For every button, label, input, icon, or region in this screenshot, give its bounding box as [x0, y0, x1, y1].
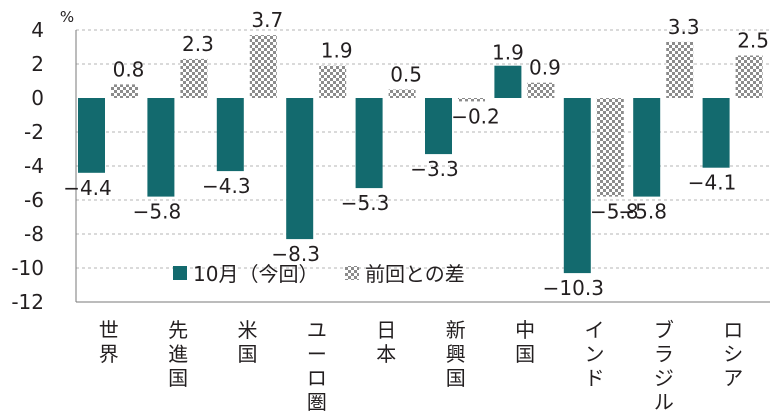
bar-series-2 — [666, 41, 694, 98]
category-label: ユーロ圏 — [307, 318, 327, 414]
data-label-series-1: −5.8 — [618, 200, 667, 224]
bar-series-1 — [633, 98, 661, 197]
data-label-series-2: 3.3 — [668, 15, 700, 39]
data-label-series-1: 1.9 — [492, 41, 524, 65]
bar-series-2 — [596, 98, 624, 197]
category-labels: 世界 先進国 米国 ユーロ圏 日本 新興国 中国 インド ブラジル ロシア — [99, 318, 744, 414]
category-label: 新興国 — [446, 318, 466, 390]
y-axis: 4 2 0 -2 -4 -6 -8 -10 -12 — [11, 18, 770, 314]
bar-series-1 — [78, 98, 105, 173]
data-label-series-1: −4.4 — [63, 176, 112, 200]
y-tick-label: -2 — [24, 120, 44, 144]
y-unit-label: % — [60, 8, 74, 26]
data-label-series-1: −5.3 — [341, 191, 390, 215]
data-label-series-1: −3.3 — [410, 157, 459, 181]
data-label-series-1: −4.3 — [202, 174, 251, 198]
bar-series-2 — [388, 89, 416, 98]
category-label: 米国 — [238, 318, 258, 366]
y-tick-label: -4 — [24, 154, 44, 178]
data-label-series-1: −8.3 — [271, 242, 320, 266]
category-label: インド — [585, 318, 605, 390]
category-label: 先進国 — [168, 318, 188, 390]
legend-label-series-1: 10月（今回） — [193, 262, 318, 286]
data-label-series-2: 2.5 — [737, 29, 769, 53]
legend: 10月（今回） 前回との差 — [173, 262, 465, 286]
category-label: 世界 — [99, 318, 119, 366]
legend-swatch-series-1 — [173, 266, 187, 280]
y-tick-label: 2 — [31, 52, 44, 76]
bar-series-1 — [355, 98, 383, 189]
legend-label-series-2: 前回との差 — [365, 262, 465, 286]
data-label-series-1: −10.3 — [543, 276, 604, 300]
data-label-series-2: 0.8 — [113, 57, 145, 81]
data-label-series-2: 1.9 — [321, 39, 353, 63]
data-label-series-2: 0.9 — [529, 56, 561, 80]
data-labels: −4.4 0.8 −5.8 2.3 −4.3 3.7 −8.3 1.9 −5.3 0.5 −3.3 −… — [63, 8, 769, 300]
bars — [78, 35, 763, 274]
category-label: 日本 — [376, 318, 396, 366]
y-tick-label: -10 — [11, 256, 44, 280]
bar-series-2 — [249, 35, 277, 98]
bar-series-2 — [527, 82, 555, 98]
data-label-series-1: −4.1 — [688, 171, 737, 195]
bar-series-2 — [319, 65, 347, 98]
bar-series-2 — [735, 55, 763, 98]
data-label-series-1: −5.8 — [133, 200, 182, 224]
y-tick-label: 0 — [31, 86, 44, 110]
bar-series-1 — [147, 98, 175, 197]
bar-series-2 — [180, 58, 208, 98]
bar-series-2 — [458, 98, 485, 102]
data-label-series-2: −0.2 — [451, 104, 500, 128]
y-tick-label: 4 — [31, 18, 44, 42]
legend-swatch-series-2 — [345, 266, 359, 280]
category-label: 中国 — [515, 318, 535, 366]
gridlines — [76, 29, 770, 269]
bar-series-1 — [425, 98, 452, 155]
category-label: ロシア — [723, 318, 743, 390]
y-tick-label: -12 — [11, 290, 44, 314]
data-label-series-2: −5.8 — [590, 200, 639, 224]
bar-series-1 — [494, 65, 522, 98]
bar-series-1 — [563, 98, 591, 274]
data-label-series-2: 3.7 — [251, 8, 283, 32]
bar-series-1 — [286, 98, 314, 240]
y-tick-label: -8 — [24, 222, 44, 246]
bar-series-2 — [111, 84, 138, 98]
category-label: ブラジル — [654, 318, 674, 414]
bar-series-1 — [216, 98, 244, 172]
bar-series-1 — [702, 98, 730, 168]
y-tick-label: -6 — [24, 188, 44, 212]
data-label-series-2: 2.3 — [182, 32, 214, 56]
data-label-series-2: 0.5 — [390, 63, 422, 87]
